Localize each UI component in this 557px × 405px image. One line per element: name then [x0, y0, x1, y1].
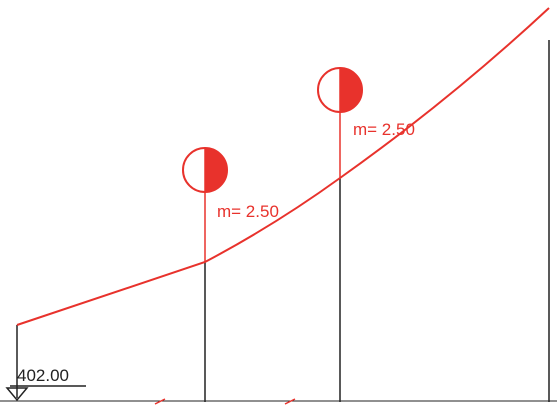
- level-marker: [5, 387, 29, 402]
- symbol: [182, 147, 228, 193]
- slope-label: m= 2.50: [353, 120, 415, 139]
- symbol: [317, 67, 363, 113]
- level-label: 402.00: [17, 366, 69, 385]
- ground-profile: [16, 7, 550, 326]
- slope-label: m= 2.50: [217, 202, 279, 221]
- verticals: [16, 40, 550, 402]
- dimension-arrow: [154, 398, 296, 405]
